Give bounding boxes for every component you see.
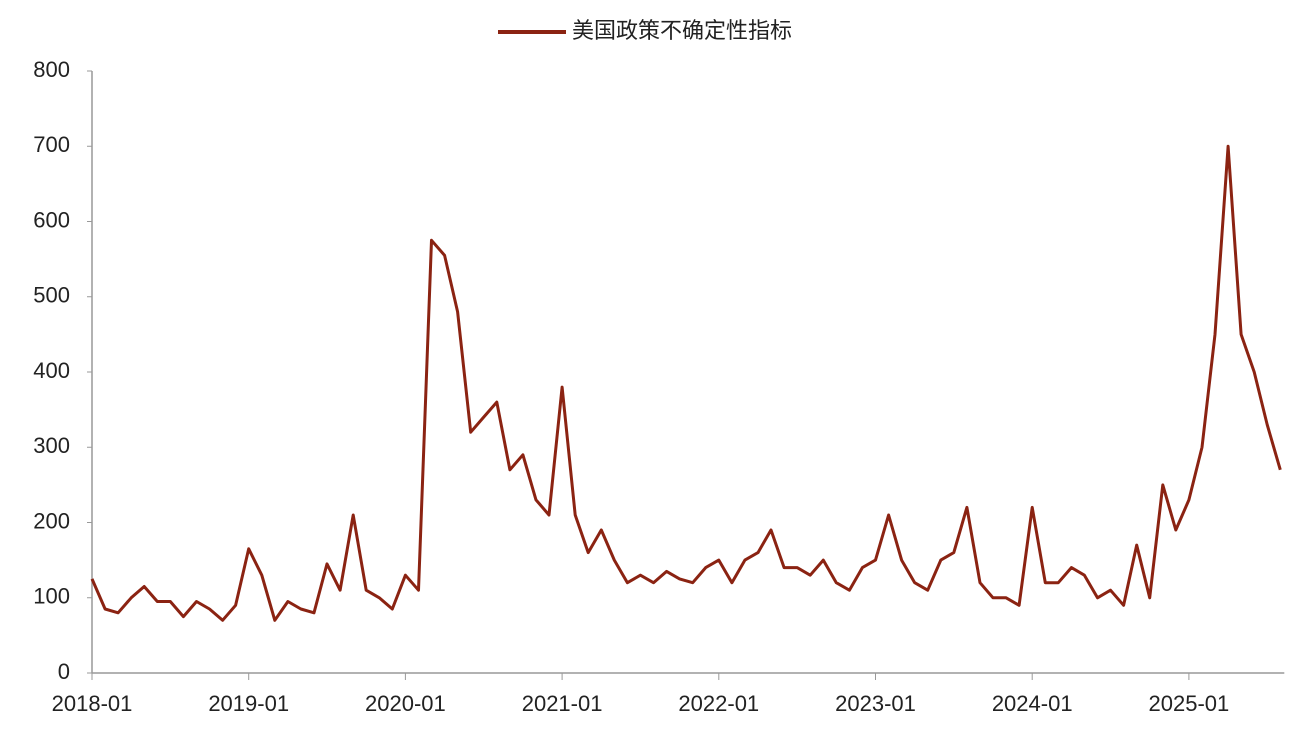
y-tick-label: 700 (33, 132, 70, 157)
y-tick-label: 300 (33, 433, 70, 458)
x-tick-label: 2024-01 (992, 691, 1073, 716)
x-tick-label: 2025-01 (1149, 691, 1230, 716)
x-tick-label: 2019-01 (208, 691, 289, 716)
y-tick-label: 500 (33, 283, 70, 308)
x-tick-label: 2020-01 (365, 691, 446, 716)
y-tick-label: 800 (33, 57, 70, 82)
legend-text: 美国政策不确定性指标 (572, 18, 792, 43)
y-tick-label: 600 (33, 207, 70, 232)
y-tick-label: 400 (33, 358, 70, 383)
x-tick-label: 2018-01 (52, 691, 133, 716)
x-tick-label: 2021-01 (522, 691, 603, 716)
x-tick-label: 2022-01 (678, 691, 759, 716)
x-tick-label: 2023-01 (835, 691, 916, 716)
y-tick-label: 100 (33, 584, 70, 609)
data-line (90, 144, 1282, 622)
y-tick-label: 200 (33, 508, 70, 533)
y-tick-label: 0 (58, 659, 70, 684)
